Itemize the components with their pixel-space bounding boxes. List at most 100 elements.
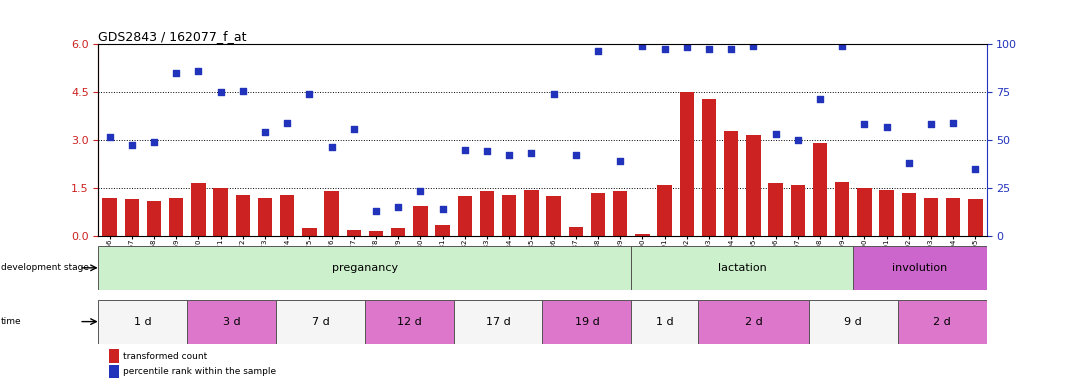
Bar: [124, 199, 139, 236]
Text: time: time: [1, 317, 21, 326]
Bar: [854, 246, 987, 290]
Bar: [169, 198, 183, 236]
Point: [434, 206, 452, 212]
Point: [567, 152, 584, 158]
Bar: [258, 198, 272, 236]
Bar: [365, 300, 454, 344]
Bar: [968, 199, 982, 236]
Text: 1 d: 1 d: [656, 316, 673, 327]
Point: [346, 126, 363, 132]
Bar: [324, 191, 339, 236]
Point: [301, 91, 318, 97]
Bar: [187, 300, 276, 344]
Bar: [857, 188, 872, 236]
Bar: [946, 198, 961, 236]
Point: [678, 44, 696, 50]
Bar: [791, 185, 805, 236]
Bar: [213, 188, 228, 236]
Point: [168, 70, 185, 76]
Point: [922, 121, 939, 127]
Text: lactation: lactation: [718, 263, 767, 273]
Text: GDS2843 / 162077_f_at: GDS2843 / 162077_f_at: [98, 30, 247, 43]
Point: [189, 68, 207, 74]
Point: [146, 139, 163, 145]
Point: [257, 129, 274, 135]
Point: [967, 166, 984, 172]
Bar: [636, 234, 649, 236]
Bar: [458, 196, 472, 236]
Bar: [880, 190, 893, 236]
Text: development stage: development stage: [1, 263, 89, 272]
Bar: [302, 228, 317, 236]
Bar: [679, 92, 694, 236]
Point: [212, 89, 229, 95]
Bar: [813, 143, 827, 236]
Bar: [809, 300, 898, 344]
Bar: [98, 246, 631, 290]
Bar: [391, 228, 406, 236]
Bar: [724, 131, 738, 236]
Point: [767, 131, 784, 137]
Point: [590, 48, 607, 54]
Text: 3 d: 3 d: [223, 316, 241, 327]
Bar: [631, 300, 698, 344]
Bar: [235, 195, 250, 236]
Text: transformed count: transformed count: [123, 352, 208, 361]
Text: 12 d: 12 d: [397, 316, 422, 327]
Bar: [369, 231, 383, 236]
Point: [633, 43, 651, 49]
Bar: [591, 193, 606, 236]
Bar: [542, 300, 631, 344]
Point: [878, 124, 896, 131]
Point: [656, 46, 673, 52]
Bar: [524, 190, 538, 236]
Point: [278, 119, 295, 126]
Bar: [147, 201, 162, 236]
Bar: [479, 191, 494, 236]
Bar: [631, 246, 854, 290]
Point: [101, 134, 118, 140]
Text: preganancy: preganancy: [332, 263, 398, 273]
Bar: [902, 193, 916, 236]
Bar: [746, 136, 761, 236]
Text: 2 d: 2 d: [933, 316, 951, 327]
Point: [501, 152, 518, 158]
Point: [722, 46, 739, 52]
Point: [367, 207, 384, 214]
Bar: [192, 184, 205, 236]
Point: [900, 159, 917, 166]
Bar: [502, 195, 517, 236]
Text: 1 d: 1 d: [134, 316, 152, 327]
Point: [612, 158, 629, 164]
Bar: [280, 195, 294, 236]
Point: [545, 91, 562, 97]
Point: [945, 119, 962, 126]
Bar: [103, 198, 117, 236]
Point: [856, 121, 873, 127]
Bar: [347, 230, 361, 236]
Point: [478, 148, 495, 154]
Bar: [923, 198, 938, 236]
Point: [456, 147, 473, 153]
Bar: [413, 206, 428, 236]
Point: [811, 96, 828, 102]
Bar: [547, 196, 561, 236]
Point: [790, 137, 807, 143]
Point: [412, 188, 429, 194]
Bar: [698, 300, 809, 344]
Bar: [702, 99, 716, 236]
Point: [745, 43, 762, 49]
Bar: [768, 184, 783, 236]
Bar: [435, 225, 449, 236]
Bar: [98, 300, 187, 344]
Bar: [276, 300, 365, 344]
Text: 7 d: 7 d: [311, 316, 330, 327]
Text: 9 d: 9 d: [844, 316, 862, 327]
Bar: [454, 300, 542, 344]
Point: [389, 204, 407, 210]
Text: 17 d: 17 d: [486, 316, 510, 327]
Bar: [835, 182, 850, 236]
Text: 2 d: 2 d: [745, 316, 762, 327]
Text: involution: involution: [892, 263, 948, 273]
Bar: [568, 227, 583, 236]
